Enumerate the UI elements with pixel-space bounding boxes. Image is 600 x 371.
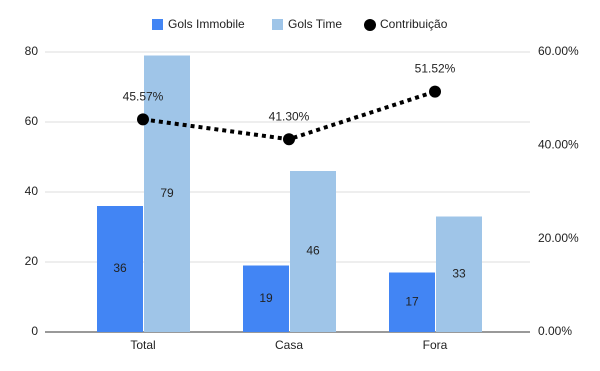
line-label: 41.30% xyxy=(269,109,310,123)
line-point xyxy=(283,133,295,146)
bar xyxy=(97,206,143,332)
bar-label: 17 xyxy=(405,294,419,308)
line-point xyxy=(429,85,441,98)
legend-label: Contribuição xyxy=(380,17,448,31)
bar xyxy=(389,272,435,332)
bar xyxy=(436,216,482,332)
line-label: 45.57% xyxy=(123,90,164,104)
legend-marker xyxy=(364,19,376,31)
bar-label: 79 xyxy=(160,186,174,200)
y-tick-label: 80 xyxy=(25,44,39,58)
bar xyxy=(144,55,190,332)
y-tick-label: 0 xyxy=(31,324,38,338)
legend-label: Gols Time xyxy=(288,17,342,31)
y-tick-label: 20 xyxy=(25,254,39,268)
x-tick-label: Total xyxy=(130,338,155,352)
y2-tick-label: 40.00% xyxy=(538,138,579,152)
legend-marker xyxy=(272,19,283,30)
bar-label: 33 xyxy=(452,266,466,280)
bar xyxy=(243,265,289,332)
bar xyxy=(290,171,336,332)
bar-label: 36 xyxy=(113,261,127,275)
bar-label: 46 xyxy=(306,244,320,258)
y2-tick-label: 60.00% xyxy=(538,44,579,58)
y2-tick-label: 0.00% xyxy=(538,324,572,338)
line-label: 51.52% xyxy=(415,62,456,76)
legend-label: Gols Immobile xyxy=(168,17,245,31)
x-tick-label: Casa xyxy=(275,338,303,352)
y-tick-label: 60 xyxy=(25,114,39,128)
y-tick-label: 40 xyxy=(25,184,39,198)
legend-marker xyxy=(152,19,163,30)
y2-tick-label: 20.00% xyxy=(538,231,579,245)
line-point xyxy=(137,113,149,126)
x-tick-label: Fora xyxy=(423,338,448,352)
bar-label: 19 xyxy=(259,291,273,305)
